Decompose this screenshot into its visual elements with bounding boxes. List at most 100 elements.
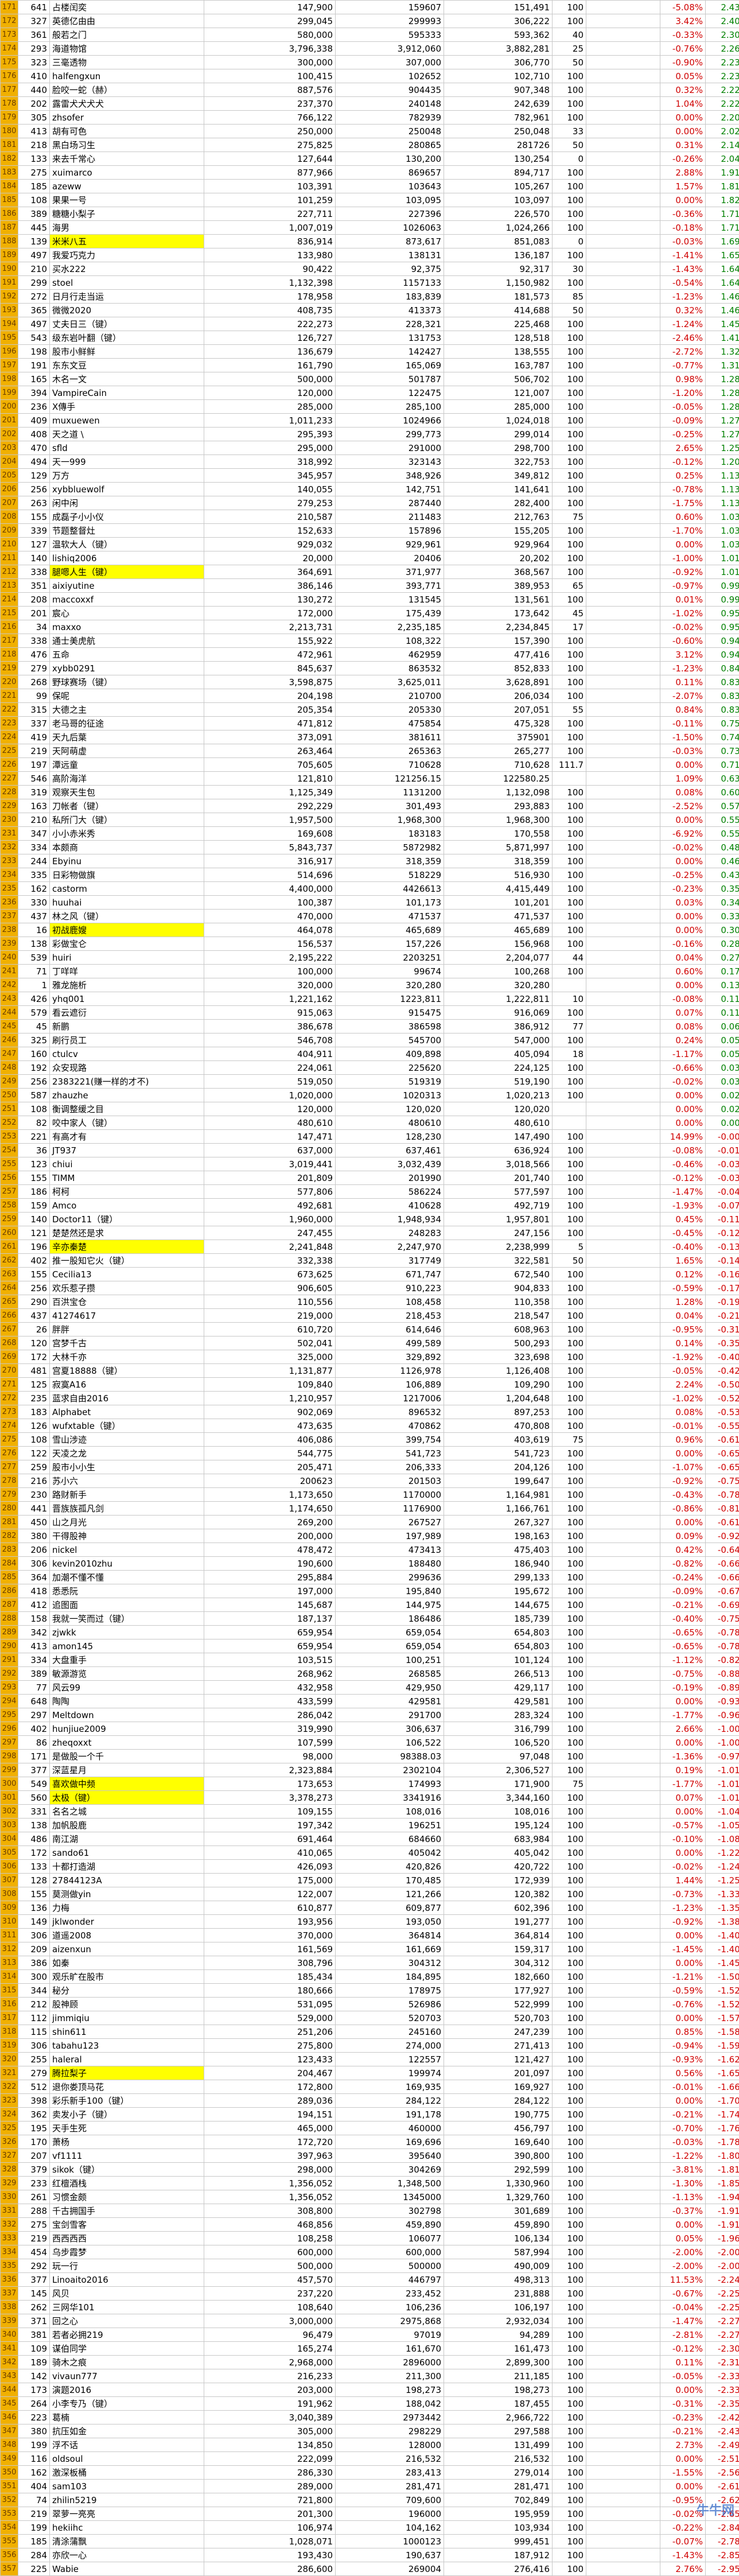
count-cell: 77	[553, 1020, 586, 1033]
pct2-cell: -0.65%	[706, 1460, 739, 1474]
count-cell: 100	[553, 1681, 586, 1695]
rank-cell: 231	[1, 827, 18, 841]
rank-cell: 174	[1, 42, 18, 56]
rank-cell: 346	[1, 2411, 18, 2425]
id-cell: 155	[18, 1887, 50, 1901]
value-b-cell: 2302104	[336, 1763, 444, 1777]
name-cell: 彩做宝仑	[50, 937, 204, 951]
value-a-cell: 165,274	[204, 2342, 336, 2356]
rank-cell: 263	[1, 1268, 18, 1281]
pct2-cell: 0.00%	[706, 1116, 739, 1130]
value-b-cell: 306,637	[336, 1722, 444, 1736]
value-c-cell: 386,912	[444, 1020, 553, 1033]
name-cell: 山之月光	[50, 1516, 204, 1529]
rank-cell: 212	[1, 565, 18, 579]
name-cell: 柯柯	[50, 1185, 204, 1199]
value-c-cell: 279,014	[444, 2466, 553, 2480]
pct2-cell: -1.22%	[706, 1846, 739, 1860]
name-cell: 道遥2008	[50, 1929, 204, 1942]
rank-cell: 183	[1, 166, 18, 180]
count-cell: 100	[553, 2356, 586, 2369]
id-cell: 121	[18, 1226, 50, 1240]
value-a-cell: 332,338	[204, 1254, 336, 1268]
value-b-cell: 4426613	[336, 882, 444, 896]
value-c-cell: 1,222,811	[444, 992, 553, 1006]
name-cell: 天一999	[50, 455, 204, 469]
count-cell: 100	[553, 1502, 586, 1516]
rank-cell: 218	[1, 648, 18, 662]
value-b-cell: 265363	[336, 744, 444, 758]
value-b-cell: 184,895	[336, 1970, 444, 1984]
pct1-cell: 0.24%	[660, 1033, 706, 1047]
pct2-cell: 0.02%	[706, 1089, 739, 1102]
id-cell: 306	[18, 1929, 50, 1942]
rank-cell: 326	[1, 2135, 18, 2149]
pct1-cell: 0.00%	[660, 758, 706, 772]
id-cell: 325	[18, 1033, 50, 1047]
name-cell: 宫梦千古	[50, 1336, 204, 1350]
value-c-cell: 368,567	[444, 565, 553, 579]
rank-cell: 216	[1, 620, 18, 634]
value-b-cell: 5872982	[336, 841, 444, 854]
rank-cell: 228	[1, 786, 18, 799]
pct2-cell: -1.04%	[706, 1805, 739, 1819]
rank-cell: 330	[1, 2190, 18, 2204]
count-cell: 100	[553, 372, 586, 386]
count-cell: 100	[553, 1089, 586, 1102]
blank-cell	[586, 56, 660, 69]
blank-cell	[586, 125, 660, 138]
rank-cell: 205	[1, 469, 18, 483]
name-cell: 有高才有	[50, 1130, 204, 1144]
count-cell: 100	[553, 1846, 586, 1860]
blank-cell	[586, 1157, 660, 1171]
name-cell: 股市小小生	[50, 1460, 204, 1474]
id-cell: 342	[18, 1626, 50, 1639]
pct2-cell: -0.64%	[706, 1543, 739, 1557]
value-c-cell: 2,966,722	[444, 2411, 553, 2425]
value-b-cell: 174993	[336, 1777, 444, 1791]
id-cell: 230	[18, 1488, 50, 1502]
pct1-cell: -0.70%	[660, 2122, 706, 2135]
id-cell: 262	[18, 2301, 50, 2314]
value-a-cell: 286,042	[204, 1708, 336, 1722]
value-b-cell: 245160	[336, 2025, 444, 2039]
blank-cell	[586, 1116, 660, 1130]
blank-cell	[586, 2135, 660, 2149]
name-cell: maccoxxf	[50, 593, 204, 607]
name-cell: 清涂蒲飘	[50, 2535, 204, 2548]
value-c-cell: 186,940	[444, 1557, 553, 1571]
value-c-cell: 271,413	[444, 2039, 553, 2053]
rank-cell: 288	[1, 1612, 18, 1626]
id-cell: 74	[18, 2493, 50, 2507]
blank-cell	[586, 262, 660, 276]
pct1-cell: -1.43%	[660, 2548, 706, 2562]
value-c-cell: 187,455	[444, 2397, 553, 2411]
pct2-cell: 1.03%	[706, 524, 739, 538]
blank-cell	[586, 2397, 660, 2411]
blank-cell	[586, 2204, 660, 2218]
pct2-cell: 1.13%	[706, 496, 739, 510]
blank-cell	[586, 2328, 660, 2342]
value-b-cell: 161,670	[336, 2342, 444, 2356]
name-cell: 潭远童	[50, 758, 204, 772]
value-a-cell: 546,708	[204, 1033, 336, 1047]
value-b-cell: 586224	[336, 1185, 444, 1199]
value-a-cell: 127,644	[204, 152, 336, 166]
blank-cell	[586, 1006, 660, 1020]
count-cell: 100	[553, 2452, 586, 2466]
value-a-cell: 637,000	[204, 1144, 336, 1157]
pct2-cell: -0.53%	[706, 1405, 739, 1419]
blank-cell	[586, 441, 660, 455]
pct1-cell: 0.00%	[660, 1956, 706, 1970]
value-b-cell: 216,532	[336, 2452, 444, 2466]
pct1-cell: -0.22%	[660, 2521, 706, 2535]
